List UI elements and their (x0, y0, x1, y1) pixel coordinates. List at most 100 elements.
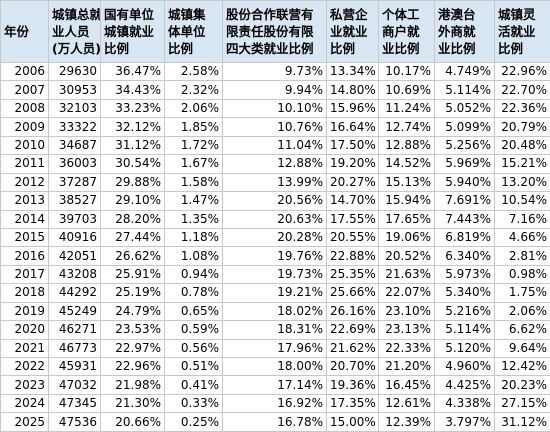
cell-total-employed: 45931 (49, 358, 101, 376)
cell-state-owned-ratio: 29.88% (101, 173, 165, 191)
cell-total-employed: 46773 (49, 339, 101, 357)
cell-state-owned-ratio: 23.53% (101, 321, 165, 339)
cell-total-employed: 43208 (49, 265, 101, 283)
cell-shareholding-ratio: 18.02% (223, 302, 327, 320)
cell-state-owned-ratio: 21.30% (101, 394, 165, 412)
cell-flexible-ratio: 15.21% (495, 155, 550, 173)
cell-state-owned-ratio: 22.97% (101, 339, 165, 357)
header-flexible-ratio: 城镇灵 活就业 比例 (495, 1, 550, 63)
cell-foreign-ratio: 5.940% (435, 173, 495, 191)
cell-total-employed: 47032 (49, 376, 101, 394)
cell-flexible-ratio: 13.20% (495, 173, 550, 191)
cell-year: 2025 (1, 413, 49, 431)
cell-individual-ratio: 22.07% (379, 284, 435, 302)
cell-state-owned-ratio: 25.19% (101, 284, 165, 302)
cell-flexible-ratio: 0.98% (495, 265, 550, 283)
cell-year: 2017 (1, 265, 49, 283)
cell-foreign-ratio: 5.969% (435, 155, 495, 173)
cell-shareholding-ratio: 19.73% (223, 265, 327, 283)
cell-foreign-ratio: 5.120% (435, 339, 495, 357)
cell-shareholding-ratio: 13.99% (223, 173, 327, 191)
cell-collective-ratio: 1.72% (165, 136, 223, 154)
cell-total-employed: 29630 (49, 63, 101, 81)
cell-shareholding-ratio: 19.21% (223, 284, 327, 302)
cell-individual-ratio: 20.52% (379, 247, 435, 265)
cell-shareholding-ratio: 9.94% (223, 81, 327, 99)
cell-year: 2009 (1, 118, 49, 136)
cell-private-ratio: 15.00% (327, 413, 379, 431)
cell-state-owned-ratio: 36.47% (101, 63, 165, 81)
cell-state-owned-ratio: 29.10% (101, 192, 165, 210)
cell-state-owned-ratio: 21.98% (101, 376, 165, 394)
cell-year: 2016 (1, 247, 49, 265)
cell-flexible-ratio: 20.23% (495, 376, 550, 394)
cell-total-employed: 38527 (49, 192, 101, 210)
cell-private-ratio: 14.70% (327, 192, 379, 210)
cell-year: 2010 (1, 136, 49, 154)
cell-individual-ratio: 11.24% (379, 99, 435, 117)
cell-foreign-ratio: 4.425% (435, 376, 495, 394)
cell-year: 2024 (1, 394, 49, 412)
cell-collective-ratio: 2.06% (165, 99, 223, 117)
cell-foreign-ratio: 7.443% (435, 210, 495, 228)
cell-collective-ratio: 0.59% (165, 321, 223, 339)
cell-year: 2013 (1, 192, 49, 210)
cell-shareholding-ratio: 17.14% (223, 376, 327, 394)
cell-private-ratio: 22.69% (327, 321, 379, 339)
cell-state-owned-ratio: 24.79% (101, 302, 165, 320)
cell-shareholding-ratio: 17.96% (223, 339, 327, 357)
cell-state-owned-ratio: 31.12% (101, 136, 165, 154)
header-collective-ratio: 城镇集 体单位 比例 (165, 1, 223, 63)
cell-individual-ratio: 10.69% (379, 81, 435, 99)
cell-individual-ratio: 23.13% (379, 321, 435, 339)
cell-shareholding-ratio: 10.76% (223, 118, 327, 136)
cell-foreign-ratio: 5.052% (435, 99, 495, 117)
header-shareholding-ratio: 股份合作联营有 限责任股份有限 四大类就业比例 (223, 1, 327, 63)
cell-foreign-ratio: 7.691% (435, 192, 495, 210)
cell-total-employed: 40916 (49, 228, 101, 246)
cell-shareholding-ratio: 20.56% (223, 192, 327, 210)
cell-total-employed: 36003 (49, 155, 101, 173)
cell-year: 2020 (1, 321, 49, 339)
cell-flexible-ratio: 20.48% (495, 136, 550, 154)
cell-individual-ratio: 21.63% (379, 265, 435, 283)
cell-collective-ratio: 1.85% (165, 118, 223, 136)
cell-collective-ratio: 0.33% (165, 394, 223, 412)
cell-year: 2023 (1, 376, 49, 394)
cell-individual-ratio: 12.88% (379, 136, 435, 154)
cell-state-owned-ratio: 27.44% (101, 228, 165, 246)
cell-individual-ratio: 23.10% (379, 302, 435, 320)
cell-private-ratio: 17.50% (327, 136, 379, 154)
cell-shareholding-ratio: 20.63% (223, 210, 327, 228)
cell-foreign-ratio: 6.340% (435, 247, 495, 265)
cell-collective-ratio: 0.51% (165, 358, 223, 376)
cell-private-ratio: 17.55% (327, 210, 379, 228)
cell-total-employed: 30953 (49, 81, 101, 99)
cell-total-employed: 47536 (49, 413, 101, 431)
cell-foreign-ratio: 5.114% (435, 321, 495, 339)
cell-state-owned-ratio: 25.91% (101, 265, 165, 283)
cell-total-employed: 44292 (49, 284, 101, 302)
cell-state-owned-ratio: 34.43% (101, 81, 165, 99)
cell-individual-ratio: 17.65% (379, 210, 435, 228)
cell-total-employed: 32103 (49, 99, 101, 117)
cell-total-employed: 45249 (49, 302, 101, 320)
cell-individual-ratio: 22.33% (379, 339, 435, 357)
cell-collective-ratio: 1.18% (165, 228, 223, 246)
cell-private-ratio: 20.70% (327, 358, 379, 376)
cell-private-ratio: 26.16% (327, 302, 379, 320)
cell-private-ratio: 17.35% (327, 394, 379, 412)
cell-collective-ratio: 1.08% (165, 247, 223, 265)
cell-foreign-ratio: 5.099% (435, 118, 495, 136)
cell-flexible-ratio: 31.12% (495, 413, 550, 431)
cell-individual-ratio: 14.52% (379, 155, 435, 173)
